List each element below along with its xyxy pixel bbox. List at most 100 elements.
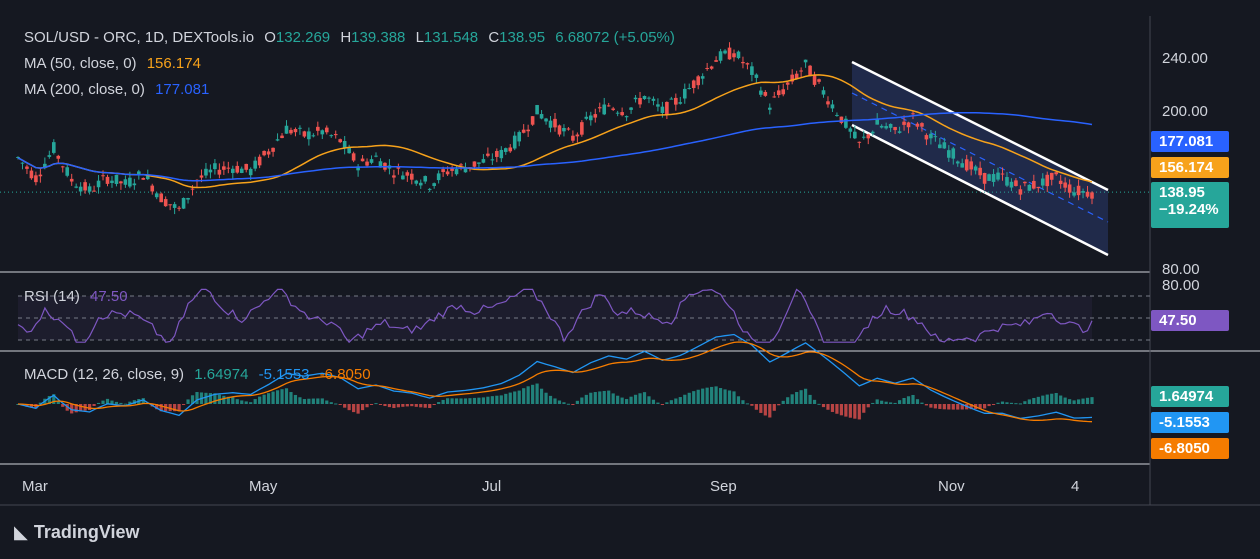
macd-histogram-bar [812, 399, 817, 404]
candle-body [875, 119, 879, 125]
candle-body [575, 134, 580, 137]
macd-histogram-bar [343, 404, 347, 408]
candle-body [718, 51, 723, 61]
candle-body [870, 131, 875, 134]
candle-body [682, 88, 687, 99]
candle-body [472, 161, 477, 167]
candle-body [566, 128, 571, 130]
macd-histogram-bar [920, 402, 924, 404]
candle-body [920, 123, 924, 127]
time-tick-4: 4 [1071, 478, 1080, 495]
low-label: L [415, 29, 424, 46]
candle-body [996, 172, 1000, 180]
macd-histogram-bar [226, 396, 230, 404]
candle-body [34, 175, 38, 183]
candle-body [709, 66, 714, 69]
candle-body [902, 121, 906, 125]
macd-histogram-bar [701, 388, 705, 404]
macd-histogram-bar [374, 403, 378, 405]
macd-histogram-bar [173, 404, 177, 412]
macd-histogram-bar [557, 400, 562, 404]
candle-body [580, 122, 584, 135]
macd-histogram-bar [141, 398, 145, 404]
macd-histogram-bar [298, 397, 302, 404]
candle-body [553, 118, 557, 128]
macd-histogram-bar [432, 404, 436, 405]
candle-body [611, 108, 615, 110]
candle-body [74, 186, 78, 188]
candle-body [597, 107, 602, 109]
candle-body [181, 197, 186, 209]
open-label: O [264, 29, 276, 46]
candle-body [177, 207, 181, 209]
macd-histogram-bar [347, 404, 351, 411]
candle-body [302, 131, 307, 137]
low-value: 131.548 [423, 29, 479, 46]
macd-histogram-bar [1054, 393, 1058, 404]
macd-histogram-bar [566, 403, 571, 405]
candle-body [271, 147, 275, 152]
candle-body [835, 114, 839, 116]
candle-body [499, 149, 504, 159]
candle-body [517, 132, 521, 142]
candle-body [168, 204, 172, 206]
candle-body [700, 76, 705, 79]
candle-body [486, 153, 490, 156]
candle-body [745, 63, 750, 65]
macd-histogram-bar [463, 398, 468, 404]
candle-body [924, 135, 929, 140]
candle-body [123, 179, 128, 185]
candle-body [1045, 174, 1050, 187]
macd-histogram-bar [88, 404, 92, 411]
candle-body [571, 135, 575, 141]
macd-histogram-bar [526, 386, 530, 404]
candle-body [311, 135, 316, 137]
close-value: 138.95 [499, 29, 546, 46]
macd-histogram-bar [651, 399, 656, 404]
price-tick-200: 200.00 [1162, 103, 1208, 120]
candle-body [526, 129, 530, 132]
macd-histogram-bar [947, 404, 951, 410]
macd-histogram-bar [123, 403, 127, 405]
candle-body [248, 168, 253, 176]
macd-histogram-bar [660, 404, 664, 405]
candle-body [392, 175, 396, 178]
candle-body [1054, 172, 1058, 175]
candle-body [101, 175, 105, 177]
macd-histogram-bar [195, 392, 199, 404]
macd-histogram-bar [119, 402, 123, 404]
candle-body [830, 104, 835, 109]
macd-histogram-bar [423, 404, 427, 408]
candle-body [119, 181, 123, 184]
macd-histogram-bar [105, 398, 110, 404]
candle-body [414, 180, 419, 184]
macd-histogram-bar [826, 404, 830, 410]
candle-body [96, 180, 101, 188]
rsi-value-tag: 47.50 [1151, 310, 1229, 331]
macd-histogram-bar [517, 390, 521, 404]
candle-body [508, 147, 513, 152]
macd-histogram-bar [857, 404, 861, 420]
candle-body [955, 161, 960, 164]
macd-histogram-bar [446, 398, 450, 404]
candle-body [606, 105, 611, 107]
price-tick-80: 80.00 [1162, 261, 1200, 278]
macd-histogram-bar [790, 394, 794, 404]
macd-histogram-bar [392, 404, 396, 409]
macd-histogram-bar [486, 396, 490, 404]
tradingview-logo[interactable]: ◣ TradingView [14, 522, 140, 543]
last-price-tag: 138.95 −19.24% [1151, 182, 1229, 228]
macd-legend: MACD (12, 26, close, 9) 1.64974 -5.1553 … [24, 366, 377, 383]
macd-histogram-bar [535, 383, 539, 404]
candle-body [584, 116, 589, 119]
candle-body [351, 153, 356, 161]
macd-histogram-bar [289, 392, 293, 404]
macd-histogram-bar [687, 392, 691, 404]
macd-histogram-bar [499, 395, 503, 404]
macd-histogram-bar [311, 398, 315, 404]
macd-histogram-bar [513, 391, 517, 404]
ma50-legend: MA (50, close, 0) 156.174 [24, 55, 207, 72]
candle-body [732, 53, 736, 58]
candle-body [1014, 180, 1018, 186]
